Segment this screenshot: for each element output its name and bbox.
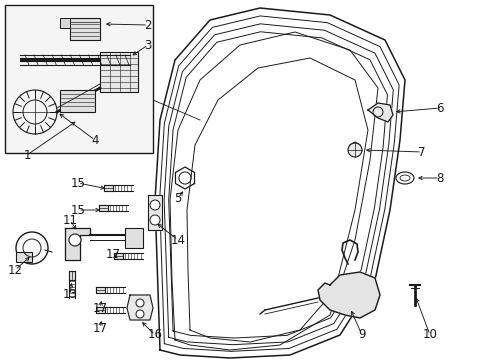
Text: 3: 3: [145, 39, 152, 51]
Polygon shape: [69, 270, 75, 279]
Bar: [16, 252, 32, 262]
Text: 17: 17: [105, 248, 121, 261]
Bar: [100, 52, 138, 92]
Polygon shape: [96, 287, 104, 293]
Circle shape: [150, 215, 160, 225]
Text: 14: 14: [171, 234, 186, 247]
Circle shape: [136, 299, 144, 307]
Text: 17: 17: [93, 321, 107, 334]
Text: 15: 15: [71, 203, 85, 216]
Polygon shape: [114, 253, 122, 259]
Text: 8: 8: [436, 171, 443, 185]
Polygon shape: [96, 307, 104, 313]
Text: 15: 15: [71, 176, 85, 189]
Bar: [70, 18, 100, 40]
Text: 2: 2: [144, 18, 152, 32]
Text: 9: 9: [358, 328, 366, 342]
Text: 10: 10: [422, 328, 438, 342]
Polygon shape: [103, 185, 113, 191]
Circle shape: [69, 234, 81, 246]
Text: 6: 6: [436, 102, 444, 114]
Polygon shape: [98, 205, 107, 211]
Text: 12: 12: [7, 264, 23, 276]
Circle shape: [150, 200, 160, 210]
Bar: [60, 18, 70, 28]
Text: 16: 16: [147, 328, 163, 342]
Polygon shape: [148, 195, 162, 230]
Bar: [60, 90, 95, 112]
Polygon shape: [127, 295, 153, 320]
Text: 17: 17: [93, 302, 107, 315]
Text: 11: 11: [63, 213, 77, 226]
Bar: [5, 5, 153, 153]
Polygon shape: [350, 142, 360, 154]
Text: 1: 1: [23, 149, 31, 162]
Text: 7: 7: [418, 145, 426, 158]
Polygon shape: [65, 228, 90, 260]
Text: 5: 5: [174, 192, 182, 204]
Polygon shape: [368, 103, 393, 122]
Text: 4: 4: [91, 134, 99, 147]
Circle shape: [136, 310, 144, 318]
Bar: [125, 228, 143, 248]
Text: 13: 13: [63, 288, 77, 302]
Circle shape: [348, 143, 362, 157]
Polygon shape: [318, 272, 380, 318]
